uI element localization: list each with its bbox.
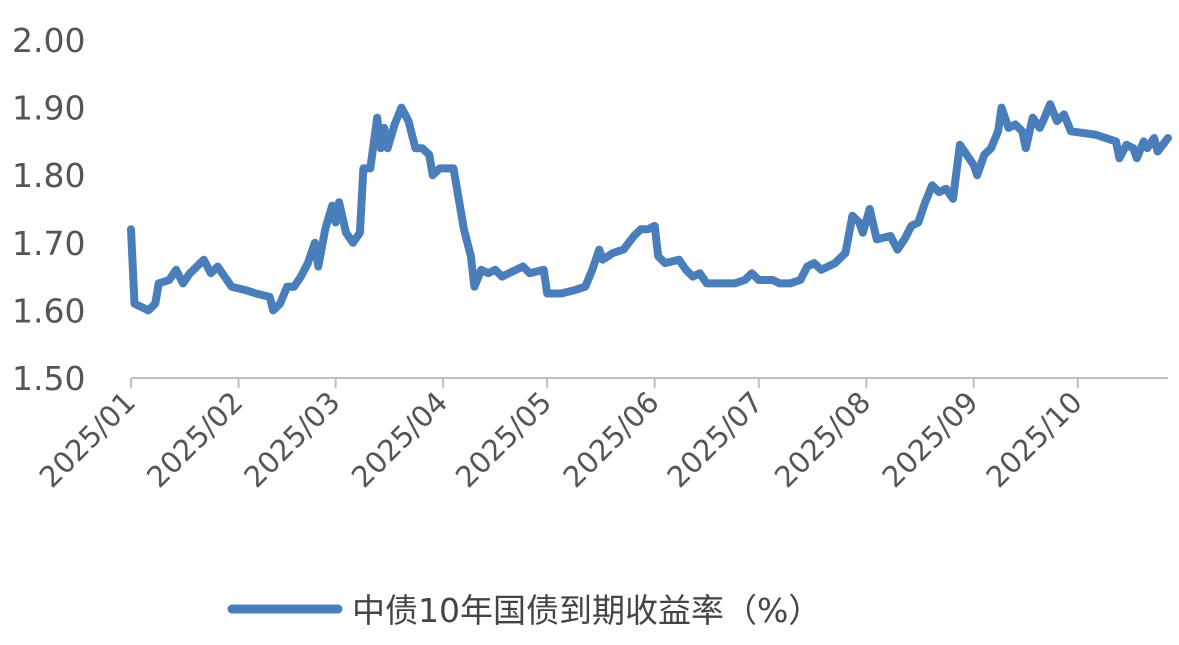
legend: 中债10年国债到期收益率（%） (227, 591, 821, 630)
y-tick-label: 1.60 (12, 291, 85, 330)
x-tick-label: 2025/05 (449, 385, 558, 494)
y-tick-label: 2.00 (12, 21, 85, 60)
x-tick-label: 2025/09 (875, 385, 984, 494)
x-tick-label: 2025/04 (345, 385, 454, 494)
y-tick-label: 1.50 (12, 359, 85, 398)
yield-series-line (127, 100, 1172, 315)
y-axis-ticks: 2.00 1.90 1.80 1.70 1.60 1.50 (12, 21, 85, 398)
y-tick-label: 1.70 (12, 224, 85, 263)
x-tick-label: 2025/08 (768, 385, 877, 494)
x-tick-label: 2025/03 (237, 385, 346, 494)
legend-label: 中债10年国债到期收益率（%） (352, 591, 821, 630)
x-tick-label: 2025/01 (33, 385, 142, 494)
x-tick-label: 2025/06 (556, 385, 665, 494)
y-tick-label: 1.90 (12, 89, 85, 128)
x-axis-ticks: 2025/012025/022025/032025/042025/052025/… (33, 378, 1089, 494)
x-tick-label: 2025/10 (980, 385, 1089, 494)
x-tick-label: 2025/07 (660, 385, 769, 494)
y-tick-label: 1.80 (12, 156, 85, 195)
x-tick-label: 2025/02 (140, 385, 249, 494)
